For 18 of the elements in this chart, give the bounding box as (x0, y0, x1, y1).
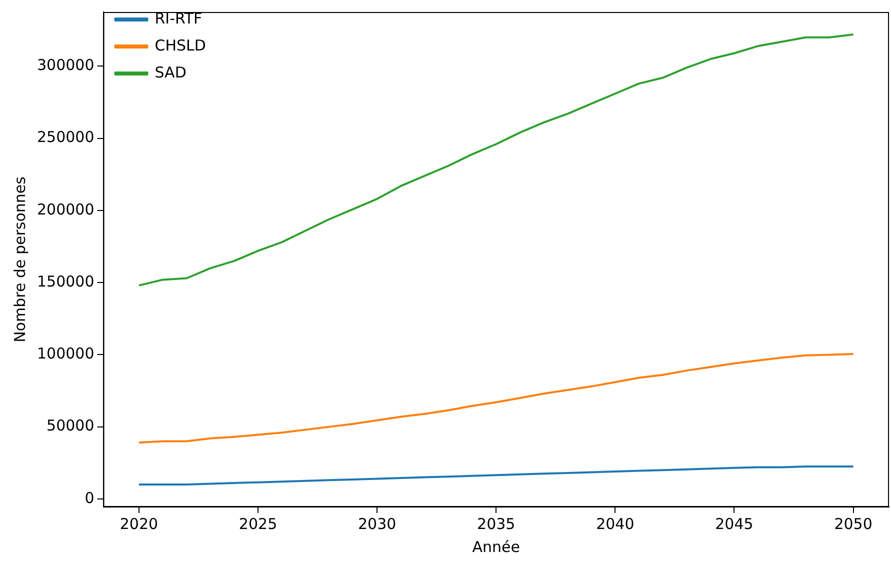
y-tick-label: 250000 (36, 128, 94, 146)
y-tick-label: 50000 (46, 416, 94, 435)
y-tick-label: 0 (84, 488, 94, 507)
x-tick-label: 2050 (834, 514, 872, 533)
x-tick-label: 2045 (715, 514, 754, 533)
x-tick-label: 2030 (358, 514, 396, 533)
y-axis-title: Nombre de personnes (10, 176, 29, 342)
y-tick-label: 100000 (36, 344, 94, 363)
y-tick-label: 200000 (36, 200, 94, 218)
x-axis-title: Année (472, 538, 520, 556)
x-tick-label: 2040 (596, 514, 634, 533)
y-tick-label: 300000 (36, 56, 94, 74)
x-tick-label: 2020 (120, 514, 158, 533)
y-tick-label: 150000 (36, 272, 94, 290)
x-tick-label: 2035 (477, 514, 516, 533)
x-tick-label: 2025 (238, 514, 278, 533)
legend-label: CHSLD (154, 36, 206, 54)
legend-label: SAD (154, 63, 186, 82)
